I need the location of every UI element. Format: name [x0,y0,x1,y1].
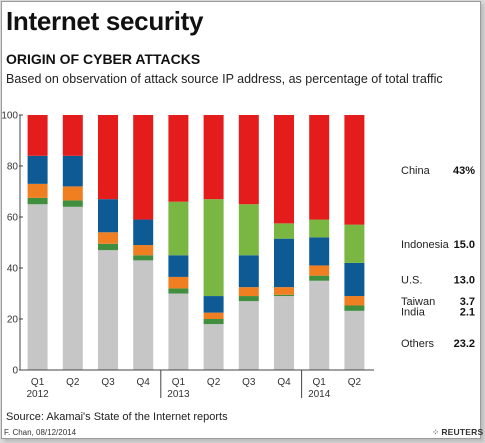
reuters-dots-icon: ⁘ [432,427,440,437]
bar-segment-india [344,305,365,311]
series-label: U.S. [401,274,422,286]
series-label: China [401,165,431,177]
bar-segment-taiwan [203,312,224,319]
x-tick-label: Q1 [172,377,186,388]
series-value-label: 2.1 [460,306,475,318]
y-tick-label: 80 [7,162,19,173]
source-note: Source: Akamai's State of the Internet r… [6,411,228,423]
bar-segment-india [98,243,118,251]
year-label: 2014 [308,389,331,400]
bar-segment-us [274,238,294,288]
bar-segment-taiwan [98,232,118,244]
x-tick-label: Q4 [277,377,291,388]
bar-segment-us [168,255,189,277]
bar-segment-india [309,275,330,281]
bar-segment-others [98,250,118,370]
bar-segment-india [168,288,189,294]
bar-segment-taiwan [309,265,330,276]
chart-subtitle: ORIGIN OF CYBER ATTACKS [6,51,201,67]
reuters-logo: ⁘ REUTERS [432,427,483,438]
bar-segment-us [27,155,48,184]
bar-segment-india [274,294,294,297]
bar-segment-indonesia [274,223,294,239]
year-label: 2013 [167,389,190,400]
bar-segment-us [309,237,330,266]
x-tick-label: Q3 [101,377,115,388]
bar-segment-india [238,296,259,302]
bar-segment-china [62,115,83,156]
bar-segment-others [274,296,294,370]
bar-segment-us [238,255,259,288]
y-tick-label: 40 [7,264,19,275]
bar-segment-others [27,204,48,370]
bar-segment-china [238,115,259,205]
bar-segment-others [203,324,224,370]
bar-segment-indonesia [168,201,189,256]
bar-segment-others [133,260,154,370]
brand-label: REUTERS [441,427,484,437]
bar-segment-us [133,219,154,246]
bar-segment-china [27,115,48,156]
y-tick-label: 60 [7,213,19,224]
bar-segment-taiwan [344,296,365,306]
bar-segment-indonesia [203,199,224,297]
credit-note: F. Chan, 08/12/2014 [4,428,77,437]
bar-segment-others [62,206,83,370]
x-tick-label: Q3 [242,377,256,388]
bar-segment-china [98,115,118,200]
bar-segment-indonesia [344,224,365,263]
year-label: 2012 [26,389,49,400]
bar-segment-others [344,310,365,370]
bar-segment-us [344,262,365,297]
x-tick-label: Q2 [66,377,80,388]
series-label: Taiwan [401,296,435,308]
bar-segment-china [274,115,294,224]
x-tick-label: Q1 [31,377,45,388]
bar-segment-india [203,319,224,325]
bar-segment-china [168,115,189,202]
bar-segment-india [62,200,83,207]
bar-segment-us [203,296,224,313]
bar-segment-taiwan [27,183,48,198]
x-tick-label: Q2 [207,377,221,388]
bar-segment-us [62,155,83,187]
bar-segment-taiwan [133,245,154,256]
series-value-label: 15.0 [454,239,475,251]
bar-segment-us [98,199,118,233]
chart-description: Based on observation of attack source IP… [6,72,443,86]
bar-segment-china [344,115,365,225]
bar-segment-others [238,301,259,370]
bar-segment-china [133,115,154,220]
x-tick-label: Q2 [348,377,362,388]
x-tick-label: Q4 [137,377,151,388]
bar-segment-indonesia [309,219,330,238]
series-value-label: 43% [453,165,475,177]
series-label: Indonesia [401,239,450,251]
x-tick-label: Q1 [313,377,327,388]
bar-segment-others [168,293,189,370]
y-tick-label: 20 [7,315,19,326]
bar-segment-india [133,255,154,261]
bar-segment-taiwan [62,186,83,201]
series-value-label: 3.7 [460,296,475,308]
series-label: Others [401,338,435,350]
series-value-label: 23.2 [454,338,475,350]
bar-segment-taiwan [274,287,294,295]
bar-segment-taiwan [238,287,259,297]
y-tick-label: 0 [12,366,18,377]
bar-segment-others [309,280,330,370]
bar-segment-india [27,197,48,205]
series-label: India [401,306,426,318]
y-tick-label: 100 [1,111,18,122]
chart-title: Internet security [6,6,204,36]
bar-segment-china [203,115,224,200]
bar-segment-taiwan [168,276,189,289]
series-value-label: 13.0 [454,274,475,286]
bar-segment-indonesia [238,204,259,256]
bar-segment-china [309,115,330,220]
